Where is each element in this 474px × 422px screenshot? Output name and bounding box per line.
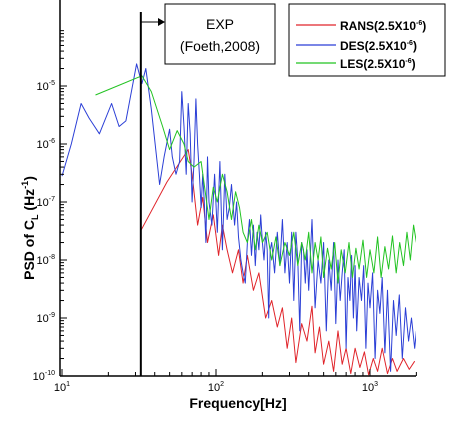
y-tick-label: 10-6	[37, 138, 56, 151]
exp-annotation: EXP (Foeth,2008)	[139, 3, 276, 376]
y-tick-labels: 10-10 10-9 10-8 10-7 10-6 10-5	[33, 80, 55, 383]
legend: RANS(2.5X10-6) DES(2.5X10-6) LES(2.5X10-…	[288, 3, 446, 77]
exp-label-box	[164, 3, 276, 65]
series-layer	[61, 63, 416, 376]
x-tick-labels: 101 102 103	[54, 381, 378, 394]
series-line-des	[61, 63, 416, 372]
y-tick-label: 10-7	[37, 196, 56, 209]
x-tick-label: 102	[208, 381, 224, 394]
series-line-rans	[140, 149, 416, 376]
series-line-les	[95, 75, 416, 284]
exp-source-label: (Foeth,2008)	[180, 38, 260, 54]
x-axis-title: Frequency[Hz]	[189, 395, 286, 411]
legend-box	[288, 3, 446, 77]
x-tick-label: 101	[54, 381, 70, 394]
tick-layer	[60, 30, 417, 377]
legend-label-rans: RANS(2.5X10-6)	[340, 19, 426, 33]
y-axis-title: PSD of CL (Hz-1)	[20, 176, 40, 280]
exp-label: EXP	[206, 16, 234, 32]
y-tick-label: 10-10	[33, 370, 55, 383]
y-tick-label: 10-5	[37, 80, 56, 93]
y-tick-label: 10-8	[37, 254, 56, 267]
legend-label-des: DES(2.5X10-6)	[340, 39, 417, 53]
x-tick-label: 103	[362, 381, 378, 394]
y-tick-label: 10-9	[37, 312, 56, 325]
legend-label-les: LES(2.5X10-6)	[340, 57, 416, 71]
exp-arrow-head	[158, 18, 165, 26]
